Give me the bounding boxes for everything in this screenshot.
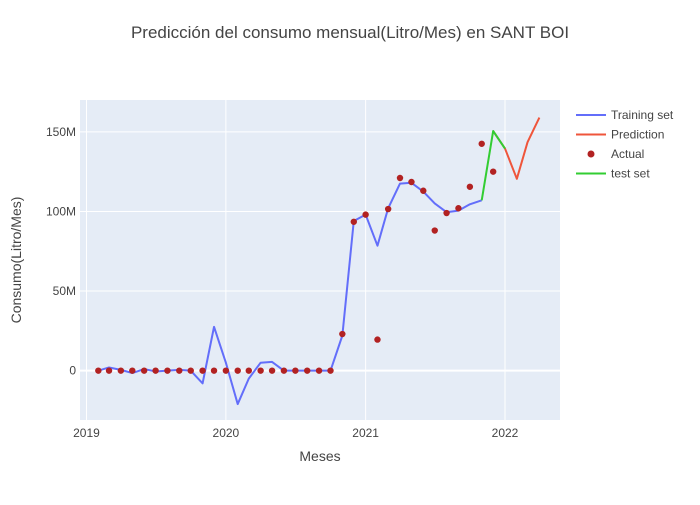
data-point: [396, 174, 404, 182]
data-point: [339, 330, 346, 338]
data-point: [478, 140, 485, 147]
data-point: [292, 367, 299, 374]
chart-title: Predicción del consumo mensual(Litro/Mes…: [131, 23, 569, 42]
x-tick-label: 2020: [213, 426, 240, 440]
y-tick-label: 0: [69, 364, 76, 378]
series-test-set: [480, 130, 506, 201]
data-point: [384, 205, 392, 213]
axis-layer: 0 50M 100M 150M 2019 2020 2021 2022: [46, 125, 519, 440]
plot-background: [80, 100, 560, 420]
y-axis-title: Consumo(Litro/Mes): [8, 197, 24, 324]
y-tick-label: 50M: [53, 284, 76, 298]
x-tick-label: 2019: [73, 426, 100, 440]
data-point: [431, 227, 438, 234]
data-point: [408, 178, 415, 186]
data-point: [268, 367, 276, 374]
data-point: [420, 187, 427, 194]
series-layer: [95, 117, 541, 406]
data-point: [374, 336, 381, 343]
y-tick-label: 150M: [46, 125, 76, 139]
data-point: [327, 367, 334, 374]
series-training-set: [98, 181, 483, 406]
data-point: [222, 367, 230, 374]
data-point: [105, 367, 113, 374]
y-tick-label: 100M: [46, 204, 76, 218]
data-point: [362, 211, 369, 218]
series-line: [480, 130, 506, 201]
legend-item[interactable]: Actual: [587, 147, 645, 161]
data-point: [315, 367, 323, 374]
data-point: [187, 367, 194, 374]
data-point: [245, 367, 252, 374]
legend-swatch: [587, 150, 595, 158]
data-point: [199, 367, 206, 374]
data-point: [257, 367, 264, 374]
legend-label: Prediction: [611, 128, 664, 142]
series-line: [98, 181, 483, 406]
data-point: [129, 367, 136, 374]
data-point: [140, 367, 148, 374]
x-axis-title: Meses: [299, 448, 340, 464]
x-tick-label: 2021: [352, 426, 379, 440]
data-point: [304, 367, 311, 374]
legend-label: Actual: [611, 147, 644, 161]
data-point: [164, 367, 171, 374]
x-tick-label: 2022: [492, 426, 519, 440]
data-point: [210, 367, 218, 374]
legend-label: test set: [611, 167, 650, 181]
legend-item[interactable]: Prediction: [576, 128, 664, 142]
data-point: [176, 367, 183, 374]
data-point: [466, 183, 474, 190]
legend[interactable]: Training set Prediction Actual test set: [576, 108, 674, 181]
data-point: [443, 209, 450, 217]
data-point: [350, 218, 357, 225]
data-point: [234, 367, 241, 374]
data-point: [280, 367, 288, 374]
data-point: [455, 205, 462, 212]
legend-label: Training set: [611, 108, 674, 122]
legend-item[interactable]: test set: [576, 167, 650, 181]
data-point: [95, 367, 102, 374]
data-point: [489, 168, 497, 175]
legend-item[interactable]: Training set: [576, 108, 674, 122]
series-actual: [95, 140, 497, 374]
data-point: [152, 367, 159, 374]
data-point: [117, 367, 125, 374]
